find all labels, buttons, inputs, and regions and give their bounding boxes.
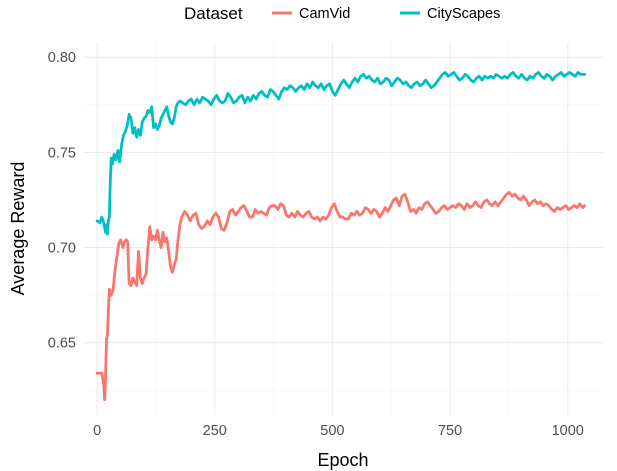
x-tick-label: 500 <box>320 423 344 439</box>
x-tick-label: 1000 <box>552 423 584 439</box>
x-tick-label: 0 <box>93 423 101 439</box>
x-tick-label: 250 <box>203 423 227 439</box>
y-tick-label: 0.80 <box>48 50 76 66</box>
legend: Dataset CamVid CityScapes <box>184 4 500 23</box>
legend-label-camvid: CamVid <box>299 6 350 22</box>
grid-lines <box>83 42 603 415</box>
legend-title: Dataset <box>184 4 243 23</box>
x-tick-label: 750 <box>438 423 462 439</box>
y-tick-label: 0.75 <box>48 145 76 161</box>
series-lines <box>95 71 587 402</box>
y-tick-label: 0.70 <box>48 241 76 257</box>
y-axis-tick-labels: 0.65 0.70 0.75 0.80 <box>48 50 76 351</box>
x-axis-tick-labels: 0 250 500 750 1000 <box>93 423 584 439</box>
series-line-cityscapes <box>95 71 587 236</box>
x-axis-title: Epoch <box>317 450 368 470</box>
y-tick-label: 0.65 <box>48 336 76 352</box>
y-axis-title: Average Reward <box>8 162 28 296</box>
legend-label-cityscapes: CityScapes <box>427 6 500 22</box>
series-line-camvid <box>95 190 587 402</box>
